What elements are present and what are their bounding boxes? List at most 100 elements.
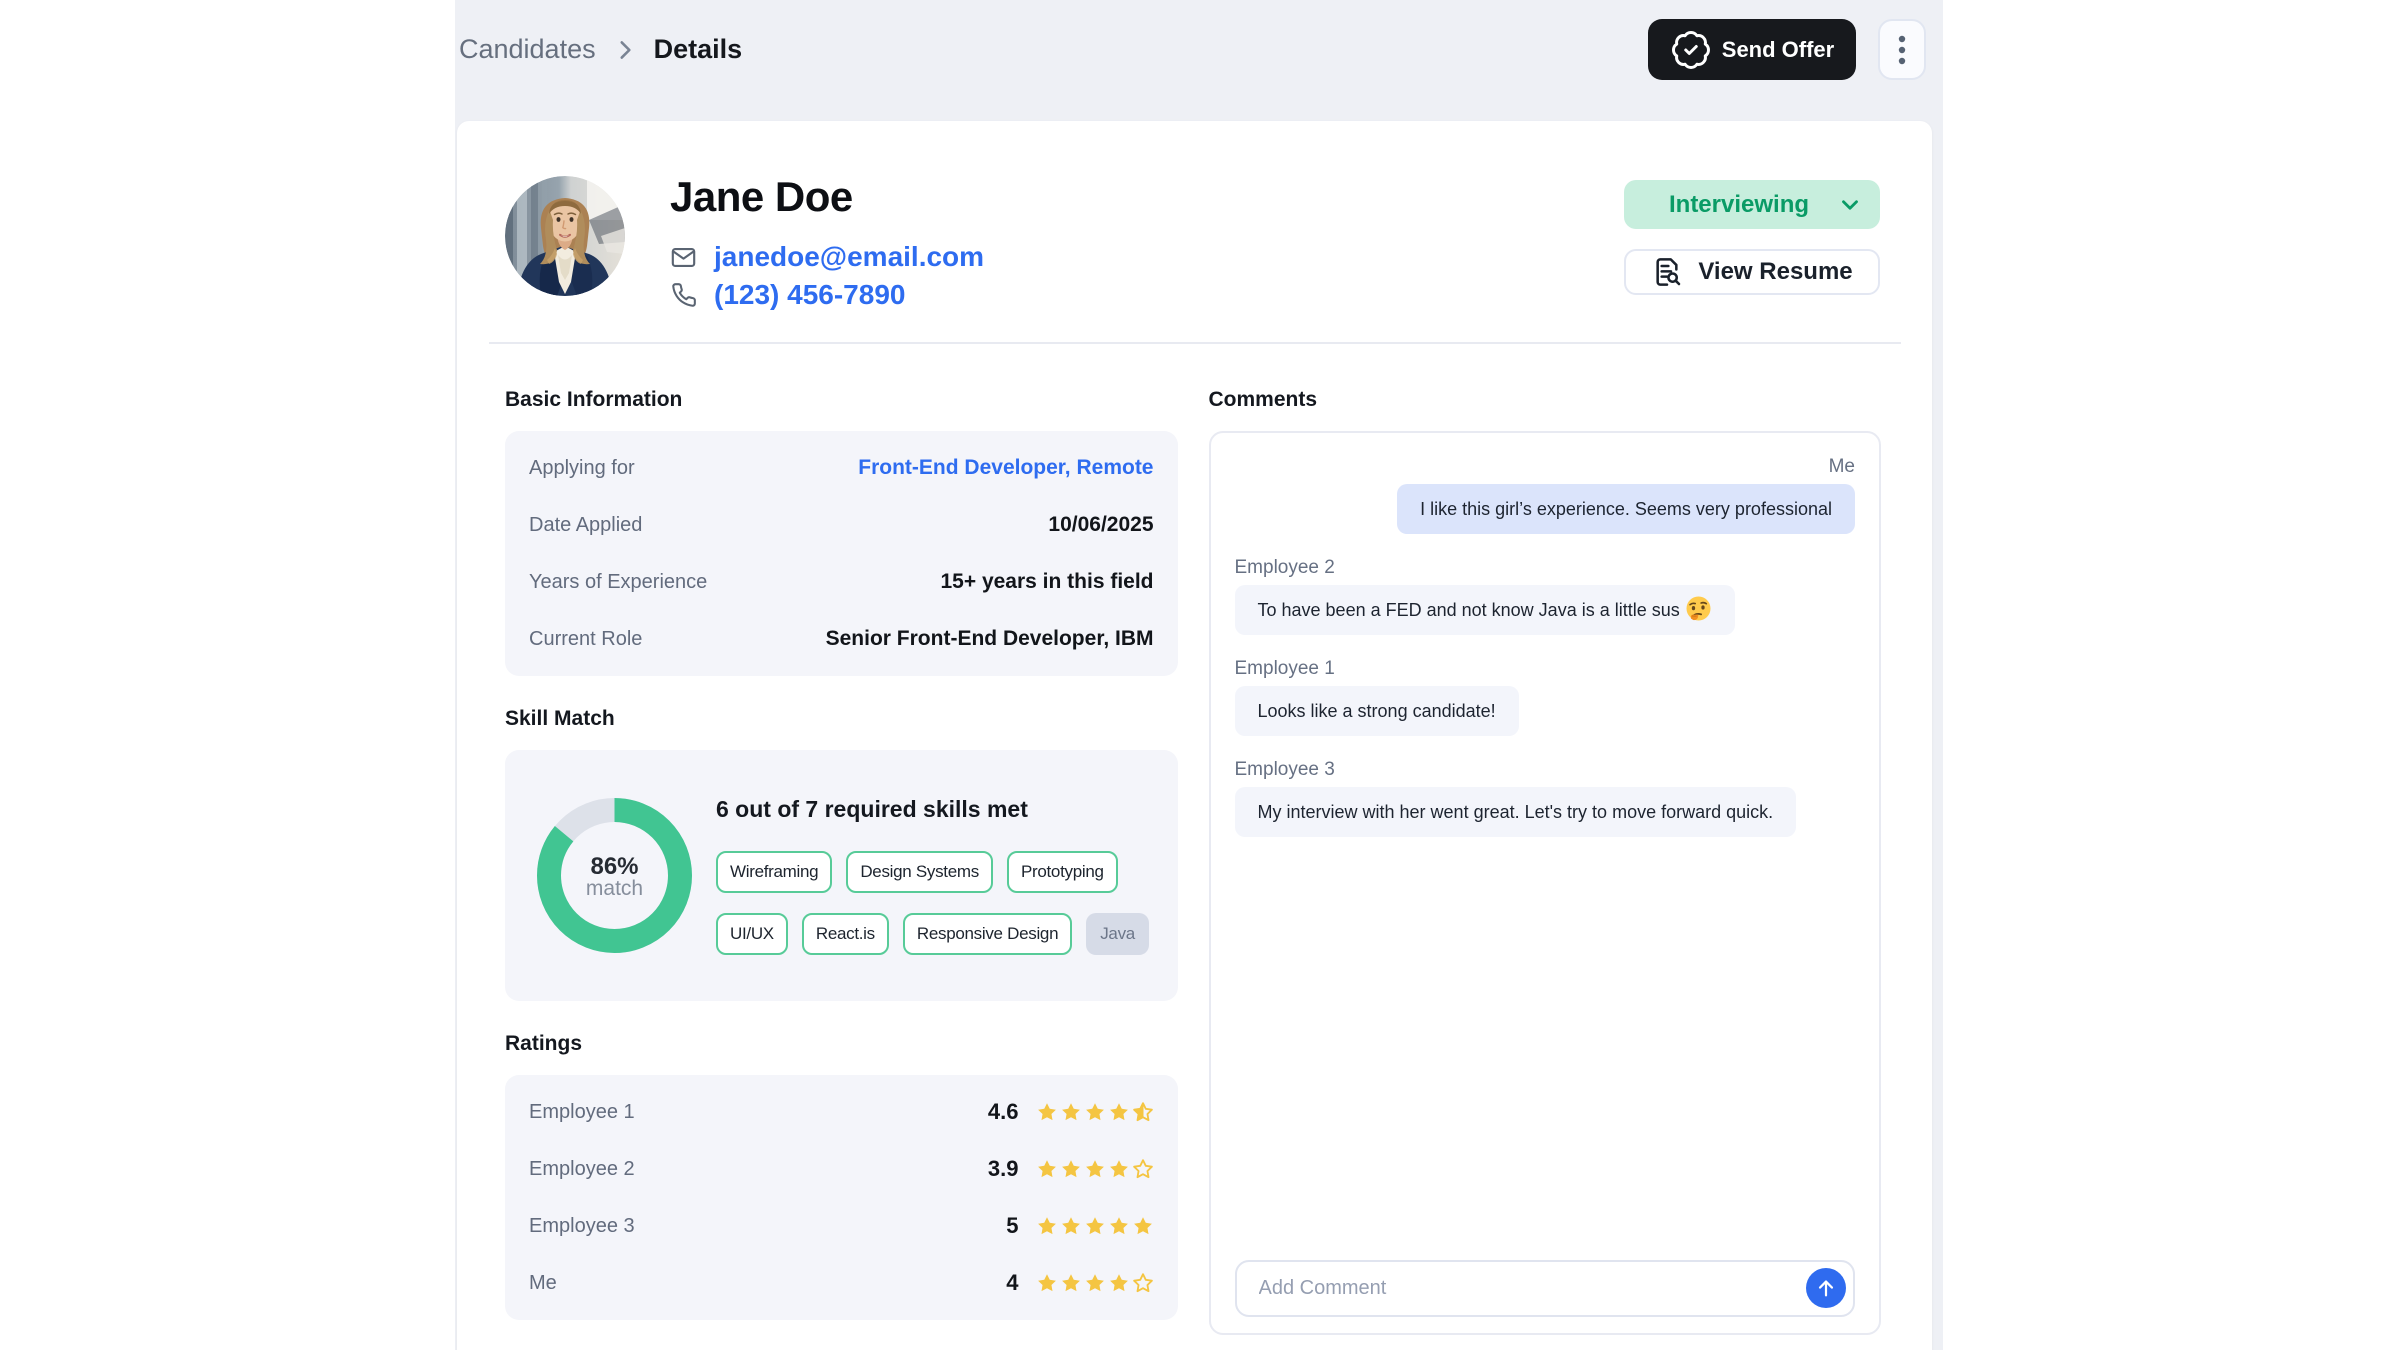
comment-bubble: Looks like a strong candidate! [1234, 686, 1519, 736]
ratings-panel: Employee 1 4.6 Employee 2 3.9 Employee 3 5 Me… [505, 1075, 1178, 1320]
rating-name: Employee 3 [529, 1215, 635, 1237]
star-full-icon [1085, 1274, 1104, 1292]
right-column: Comments Me I like this girl’s experience… [1208, 388, 1881, 1335]
donut-value-arc [537, 798, 692, 953]
more-options-button[interactable] [1878, 19, 1926, 80]
basic-information-title: Basic Information [505, 388, 683, 411]
candidate-details-app: Candidates Details Send Offer [455, 0, 1943, 1350]
view-resume-label: View Resume [1698, 258, 1853, 285]
rating-stars [1036, 1101, 1154, 1123]
skill-match-title: Skill Match [505, 707, 615, 730]
comment-author: Employee 1 [1234, 658, 1335, 679]
star-full-icon [1109, 1217, 1128, 1235]
comments-title: Comments [1208, 388, 1318, 411]
ratings-title: Ratings [505, 1032, 583, 1055]
rating-value-group: 4 [1006, 1268, 1153, 1298]
rating-value-group: 4.6 [988, 1097, 1154, 1127]
candidate-card: Jane Doe janedoe@email.com (123) 456-789… [457, 121, 1932, 1350]
candidate-email-link[interactable]: janedoe@email.com [714, 241, 985, 272]
rating-row: Employee 1 4.6 [529, 1097, 1154, 1127]
candidate-name: Jane Doe [670, 173, 853, 220]
rating-name: Employee 1 [529, 1101, 635, 1123]
send-offer-button[interactable]: Send Offer [1648, 19, 1856, 80]
star-half-icon [1132, 1102, 1153, 1122]
chevron-down-icon [1837, 192, 1863, 225]
mail-icon [670, 244, 697, 271]
info-row: Current Role Senior Front-End Developer, … [529, 624, 1154, 654]
comment-message: Employee 2 To have been a FED and not kno… [1234, 557, 1856, 635]
comment-author: Employee 2 [1234, 557, 1335, 578]
status-label: Interviewing [1668, 190, 1810, 218]
info-row: Applying for Front-End Developer, Remote [529, 453, 1154, 483]
send-comment-button[interactable] [1806, 1268, 1846, 1308]
star-full-icon [1061, 1160, 1080, 1178]
info-value-link[interactable]: Front-End Developer, Remote [858, 456, 1154, 479]
phone-row: (123) 456-7890 [670, 279, 984, 310]
skill-chip: Wireframing [716, 851, 833, 893]
status-dropdown[interactable]: Interviewing [1624, 180, 1880, 229]
star-full-icon [1037, 1103, 1056, 1121]
star-full-icon [1061, 1103, 1080, 1121]
candidate-phone-link[interactable]: (123) 456-7890 [714, 279, 906, 310]
skill-match-donut: 86% match [537, 798, 692, 953]
add-comment-row [1234, 1260, 1855, 1317]
star-full-icon [1085, 1217, 1104, 1235]
info-row: Years of Experience 15+ years in this fie… [529, 567, 1154, 597]
skill-chip: Responsive Design [902, 913, 1073, 955]
content-columns: Basic Information Applying for Front-End … [505, 389, 1881, 1335]
skill-chip-missing: Java [1086, 913, 1149, 955]
comment-message: Me I like this girl’s experience. Seems v… [1235, 457, 1855, 534]
star-empty-icon [1132, 1273, 1153, 1293]
basic-information-panel: Applying for Front-End Developer, Remote D… [505, 431, 1178, 676]
skill-chip: Prototyping [1006, 851, 1118, 893]
comment-author: Employee 3 [1234, 759, 1335, 780]
topbar-actions: Send Offer [1648, 19, 1926, 80]
left-column: Basic Information Applying for Front-End … [505, 389, 1178, 1335]
breadcrumb-candidates[interactable]: Candidates [459, 34, 596, 64]
comment-bubble: My interview with her went great. Let's … [1234, 787, 1797, 837]
star-full-icon [1037, 1274, 1056, 1292]
thinking-face-emoji [1686, 596, 1711, 621]
rating-score: 4 [1006, 1270, 1019, 1295]
phone-icon [670, 282, 697, 308]
profile-header: Jane Doe janedoe@email.com (123) 456-789… [505, 121, 1880, 310]
comment-message: Employee 1 Looks like a strong candidate! [1234, 658, 1856, 736]
skill-chips: Wireframing Design Systems Prototyping UI/U… [716, 851, 1154, 955]
rating-score: 3.9 [987, 1156, 1019, 1181]
star-full-icon [1109, 1274, 1128, 1292]
comment-message: Employee 3 My interview with her went gre… [1234, 759, 1856, 837]
kebab-vertical-icon [1887, 33, 1917, 67]
view-resume-button[interactable]: View Resume [1624, 249, 1880, 295]
breadcrumb-details: Details [653, 34, 743, 64]
info-value: 10/06/2025 [1048, 513, 1154, 536]
rating-stars [1036, 1215, 1154, 1237]
rating-name: Employee 2 [529, 1158, 635, 1180]
star-full-icon [1037, 1217, 1056, 1235]
rating-score: 4.6 [987, 1099, 1019, 1124]
comment-bubble: I like this girl’s experience. Seems ver… [1397, 484, 1855, 534]
star-full-icon [1037, 1160, 1056, 1178]
skill-chip: React.is [801, 913, 889, 955]
top-bar: Candidates Details Send Offer [455, 0, 1943, 121]
star-full-icon [1133, 1217, 1152, 1235]
star-full-icon [1085, 1103, 1104, 1121]
comment-author: Me [1828, 457, 1855, 477]
contact-list: janedoe@email.com (123) 456-7890 [670, 241, 985, 310]
chevron-right-icon [612, 37, 638, 63]
rating-value-group: 3.9 [988, 1154, 1154, 1184]
skill-match-panel: 86% match 6 out of 7 required skills met… [505, 750, 1178, 1001]
info-label: Current Role [529, 628, 643, 650]
star-full-icon [1061, 1274, 1080, 1292]
skill-match-details: 6 out of 7 required skills met Wireframi… [716, 796, 1154, 955]
star-full-icon [1085, 1160, 1104, 1178]
rating-stars [1036, 1272, 1154, 1294]
add-comment-input[interactable] [1234, 1260, 1855, 1317]
rating-score: 5 [1006, 1213, 1019, 1238]
avatar [505, 176, 625, 296]
profile-actions: Interviewing View Resume [1624, 180, 1880, 295]
info-value: 15+ years in this field [940, 570, 1154, 593]
profile-info: Jane Doe janedoe@email.com (123) 456-789… [670, 173, 985, 311]
comment-bubble: To have been a FED and not know Java is … [1234, 585, 1735, 635]
rating-row: Employee 3 5 [529, 1211, 1154, 1241]
rating-row: Me 4 [529, 1268, 1154, 1298]
